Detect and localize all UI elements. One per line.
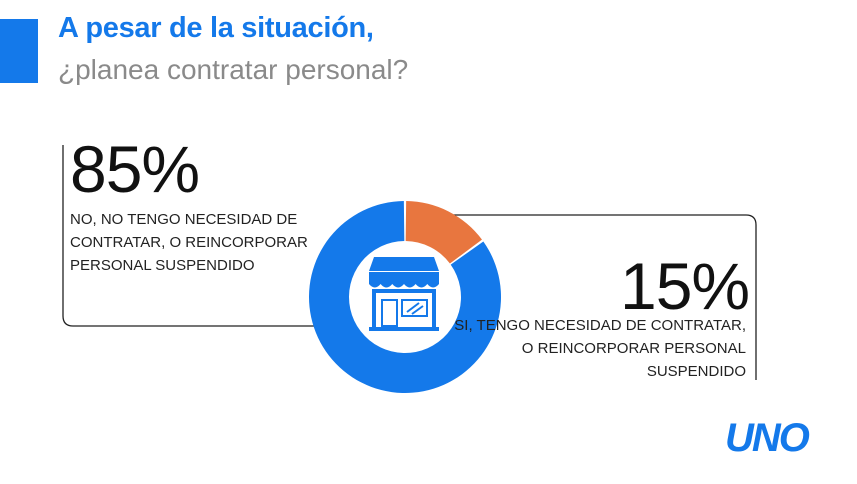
uno-logo: UNO — [725, 416, 810, 460]
slice-no — [309, 201, 501, 393]
accent-bar — [0, 19, 38, 83]
category-label-no: NO, NO TENGO NECESIDAD DE CONTRATAR, O R… — [70, 211, 308, 274]
storefront-icon — [369, 257, 439, 331]
page-title: A pesar de la situación, — [58, 12, 374, 44]
category-label-si: SI, TENGO NECESIDAD DE CONTRATAR, O REIN… — [454, 317, 746, 380]
slice-si — [405, 201, 482, 264]
callout-line-no — [62, 145, 332, 327]
value-label-si: 15% — [620, 249, 750, 323]
page-subtitle: ¿planea contratar personal? — [58, 54, 409, 85]
callout-line-si — [440, 214, 757, 380]
value-label-no: 85% — [70, 132, 200, 206]
